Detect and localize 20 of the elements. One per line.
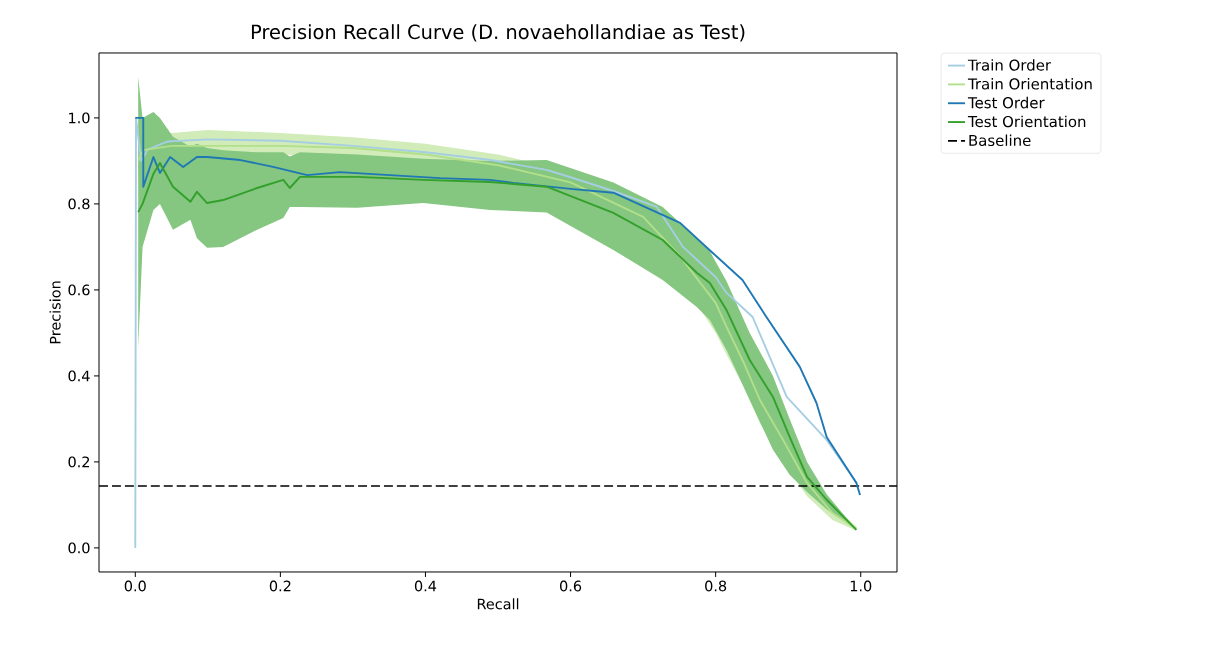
x-tick-label: 0.8 <box>705 580 727 592</box>
x-axis-title: Recall <box>477 598 519 610</box>
legend-label: Test Order <box>967 96 1045 109</box>
legend-label: Train Order <box>967 59 1052 71</box>
y-axis-title: Precision <box>49 281 61 344</box>
legend-label: Baseline <box>969 134 1031 147</box>
y-tick-label: 0.2 <box>68 456 90 468</box>
y-tick-label: 0.6 <box>68 284 90 296</box>
x-tick-label: 0.4 <box>414 580 437 592</box>
y-tick-label: 1.0 <box>69 112 90 124</box>
chart-title: Precision Recall Curve (D. novaehollandiae as Test) <box>251 24 745 42</box>
legend-label: Train Orientation <box>967 78 1092 90</box>
x-tick-label: 0.0 <box>124 580 146 592</box>
x-tick-label: 0.2 <box>269 580 291 592</box>
legend-label: Test Orientation <box>967 115 1086 128</box>
y-tick-label: 0.0 <box>68 542 90 554</box>
y-tick-label: 0.8 <box>68 198 90 210</box>
x-tick-label: 1.0 <box>850 580 872 592</box>
x-tick-label: 0.6 <box>560 580 582 592</box>
y-tick-label: 0.4 <box>68 370 90 382</box>
